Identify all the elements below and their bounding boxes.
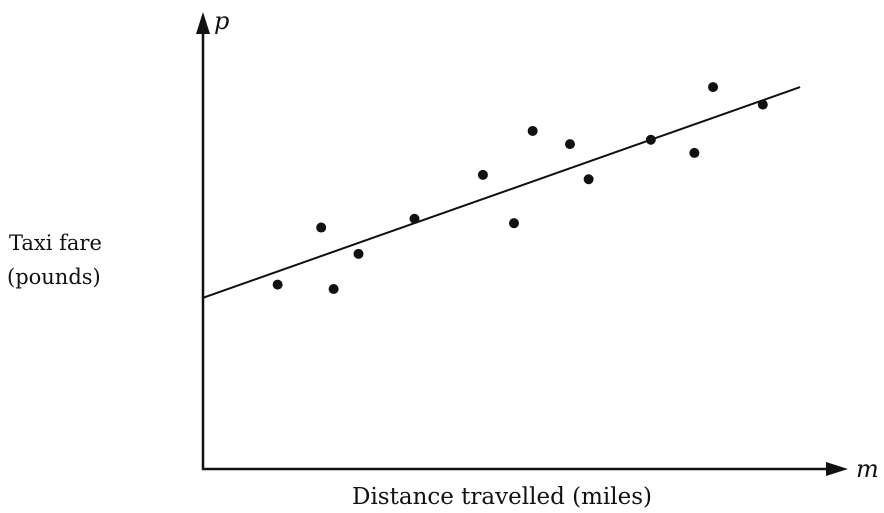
data-point xyxy=(689,147,700,158)
axes xyxy=(196,12,848,476)
y-axis-label-line-1: Taxi fare xyxy=(9,231,102,255)
data-point xyxy=(316,222,327,233)
y-axis-arrow-icon xyxy=(196,12,210,34)
data-point xyxy=(757,99,768,110)
data-point xyxy=(583,174,594,185)
x-axis-symbol: m xyxy=(856,455,879,483)
y-axis-label-line-2: (pounds) xyxy=(7,265,101,289)
x-axis-arrow-icon xyxy=(826,462,848,476)
data-point xyxy=(328,284,339,295)
data-point xyxy=(564,139,575,150)
data-point xyxy=(477,169,488,180)
data-point xyxy=(509,218,519,229)
data-point xyxy=(645,134,656,145)
data-point xyxy=(272,279,283,290)
trend-line xyxy=(202,86,801,299)
data-point xyxy=(353,248,364,259)
y-axis-symbol: p xyxy=(214,7,229,35)
data-points xyxy=(272,82,768,295)
data-point xyxy=(527,125,538,136)
data-point xyxy=(409,213,420,224)
data-point xyxy=(708,82,719,93)
x-axis-label: Distance travelled (miles) xyxy=(352,484,652,510)
